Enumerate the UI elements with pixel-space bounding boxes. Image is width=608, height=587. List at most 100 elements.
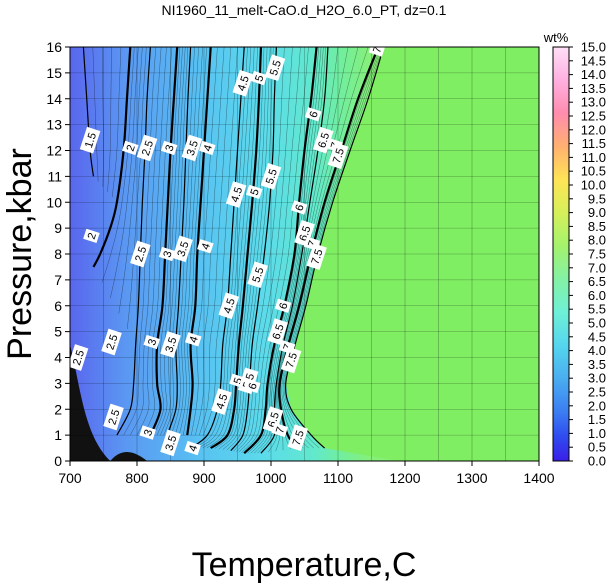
- colorbar-tick-label: 8.0: [588, 233, 606, 248]
- contour-label-box: [306, 243, 327, 270]
- y-tick-label: 11: [47, 168, 62, 184]
- contour-line: [285, 47, 385, 449]
- minor-contour-line: [153, 47, 181, 436]
- contour-label: 6: [290, 200, 308, 215]
- contour-label-text: 2.5: [104, 333, 120, 351]
- colorbar-unit: wt%: [543, 30, 569, 45]
- plot-area: 1.522.52.52.522.52.533333.53.53.53.54444…: [70, 45, 539, 461]
- colorbar-tick-label: 14.5: [581, 53, 606, 68]
- minor-contour-line: [202, 47, 255, 449]
- contour-label-text: 7.5: [331, 147, 347, 165]
- colorbar-tick-label: 11.5: [582, 136, 606, 151]
- contour-label: 2.5: [103, 403, 124, 431]
- y-tick-label: 12: [46, 143, 62, 159]
- contour-label-box: [79, 126, 101, 154]
- colorbar-tick-label: 5.5: [588, 302, 606, 317]
- contour-label: 5.5: [247, 261, 268, 289]
- contour-label-text: 2: [125, 143, 138, 153]
- minor-contour-line: [111, 47, 122, 198]
- contour-label-box: [327, 142, 349, 170]
- colorbar-tick-label: 14.0: [581, 67, 606, 82]
- x-tick-label: 1000: [255, 470, 286, 486]
- contour-label-box: [101, 328, 122, 356]
- colorbar-tick-label: 2.5: [588, 385, 606, 400]
- colorbar-tick-label: 4.0: [588, 343, 606, 358]
- contour-line: [92, 47, 132, 268]
- contour-label-text: 3.5: [163, 434, 179, 452]
- contour-label: 3.5: [172, 235, 193, 263]
- minor-contour-line: [206, 47, 258, 449]
- contour-label-box: [287, 424, 309, 452]
- contour-label-box: [122, 140, 139, 156]
- colorbar-tick-label: 12.5: [581, 109, 606, 124]
- contour-label-text: 4.5: [236, 74, 252, 92]
- contour-label: 2: [122, 140, 139, 156]
- minor-contour-line: [218, 47, 268, 450]
- contour-label-text: 7: [306, 239, 319, 249]
- x-tick-label: 1200: [389, 470, 420, 486]
- colorbar-tick-label: 2.0: [588, 398, 606, 413]
- contour-label-text: 5: [253, 74, 266, 84]
- y-tick-label: 16: [46, 39, 62, 55]
- colorbar-tick-label: 6.0: [588, 288, 606, 303]
- minor-contour-line: [226, 47, 274, 451]
- contour-label-box: [160, 331, 181, 358]
- minor-contour-line: [199, 47, 232, 436]
- contour-label-box: [225, 181, 247, 208]
- contour-label-text: 4: [202, 143, 215, 153]
- contour-label: 4: [185, 332, 202, 347]
- colorbar-tick-label: 8.5: [588, 219, 606, 234]
- x-axis-label: Temperature,C: [192, 546, 417, 584]
- contour-label-text: 3.5: [185, 139, 201, 157]
- contour-label-box: [280, 346, 302, 374]
- contour-label: 3: [143, 334, 161, 350]
- contour-label: 5.5: [260, 163, 282, 190]
- contour-label-box: [243, 378, 261, 394]
- minor-contour-line: [281, 47, 381, 449]
- contour-label: 2.5: [101, 328, 122, 356]
- contour-label-text: 7.5: [284, 351, 300, 369]
- contour-label: 7.5: [280, 346, 302, 374]
- dark-patch: [70, 344, 111, 461]
- contour-label-box: [136, 134, 158, 162]
- contour-label: 4.5: [211, 388, 232, 415]
- contour-label-text: 7.5: [291, 429, 307, 447]
- contour-label-box: [158, 246, 176, 262]
- contour-label-box: [290, 200, 308, 215]
- contour-label-text: 5: [232, 376, 245, 386]
- low-temperature-dark-region: [70, 344, 148, 461]
- minor-contour-line: [282, 47, 382, 449]
- contour-label-text: 3.5: [163, 336, 179, 354]
- contour-label: 4.5: [232, 69, 254, 97]
- contour-label-text: 6.5: [271, 323, 287, 341]
- minor-contour-line: [191, 47, 218, 436]
- contour-label-box: [199, 140, 216, 156]
- y-tick-label: 10: [46, 194, 62, 210]
- contour-label-text: 2.5: [140, 139, 156, 157]
- colorbar-tick-label: 7.0: [588, 260, 606, 275]
- contour-label-text: 2.5: [133, 245, 149, 263]
- minor-contour-line: [110, 47, 139, 299]
- minor-contour-line: [130, 47, 162, 436]
- contour-label-text: 4: [187, 444, 200, 454]
- minor-contour-line: [280, 47, 380, 449]
- colorbar-tick-label: 4.5: [588, 329, 606, 344]
- contour-label: 6: [243, 378, 261, 394]
- contour-line: [166, 47, 192, 436]
- contour-label-text: 2.5: [71, 349, 87, 367]
- contour-label: 6: [274, 298, 292, 313]
- contour-label-text: 3: [161, 250, 174, 260]
- minor-contour-line: [195, 47, 225, 436]
- contour-label-box: [103, 403, 124, 431]
- colorbar-tick-label: 11.0: [582, 150, 606, 165]
- y-axis-label: Pressure,kbar: [1, 148, 39, 360]
- contour-label-box: [264, 54, 286, 82]
- colorbar-tick-label: 13.0: [581, 95, 606, 110]
- contour-label: 2.5: [130, 240, 151, 268]
- contour-label: 4.5: [225, 181, 247, 208]
- colorbar-tick-label: 9.0: [588, 205, 606, 220]
- contour-label-text: 7: [371, 45, 384, 55]
- contour-label-box: [232, 69, 254, 97]
- contour-line: [210, 47, 263, 449]
- x-tick-label: 700: [58, 470, 82, 486]
